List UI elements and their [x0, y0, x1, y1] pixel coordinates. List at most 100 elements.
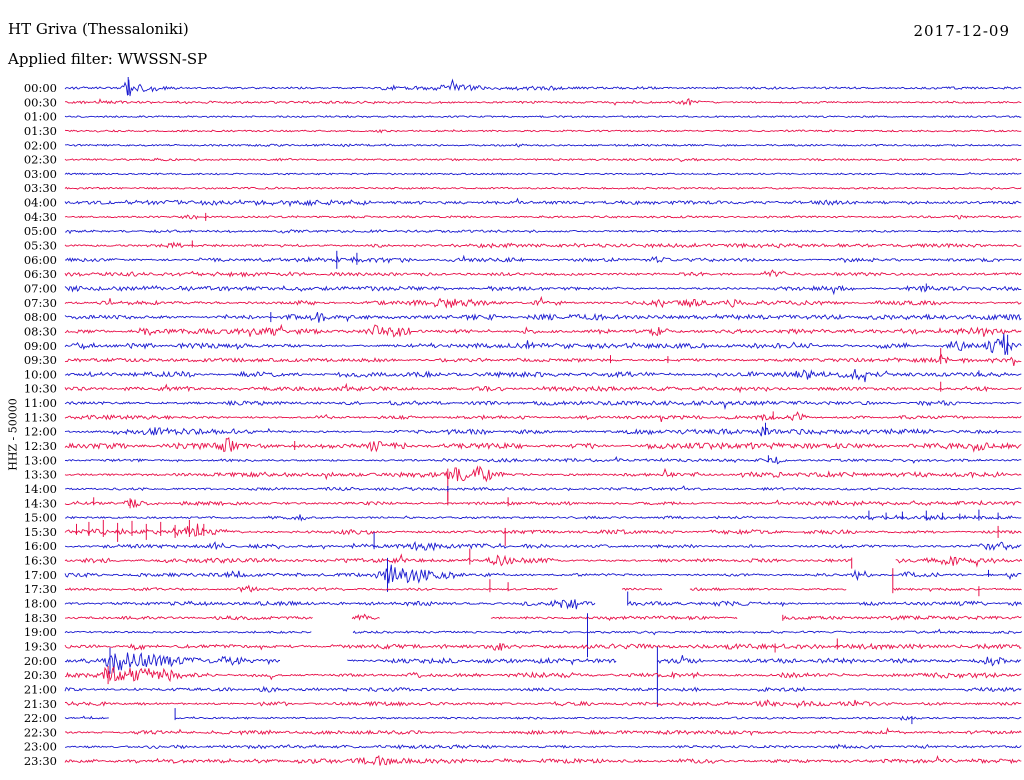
row-time-label: 16:30 — [24, 554, 57, 568]
seismogram-trace — [621, 587, 663, 591]
row-time-label: 05:00 — [24, 224, 57, 238]
row-time-label: 00:00 — [24, 81, 57, 95]
seismogram-trace — [64, 142, 1022, 148]
seismogram-trace — [64, 699, 1022, 709]
seismogram-trace — [64, 411, 1022, 423]
seismogram-trace — [64, 652, 281, 673]
seismogram-trace — [64, 666, 1022, 683]
row-time-label: 07:30 — [24, 296, 57, 310]
row-time-label: 22:00 — [24, 711, 57, 725]
seismogram-trace — [64, 727, 1022, 737]
seismogram-trace — [64, 323, 1022, 338]
row-time-label: 09:00 — [24, 339, 57, 353]
seismogram-trace — [174, 715, 1022, 721]
seismogram-trace — [64, 553, 852, 567]
row-time-label: 12:00 — [24, 425, 57, 439]
seismogram-trace — [490, 615, 738, 622]
row-time-label: 01:00 — [24, 110, 57, 124]
seismogram-trace — [627, 600, 1022, 608]
row-time-label: 09:30 — [24, 353, 57, 367]
seismogram-trace — [689, 587, 847, 592]
seismogram-trace — [347, 656, 617, 666]
row-time-label: 15:00 — [24, 511, 57, 525]
row-time-label: 03:30 — [24, 181, 57, 195]
seismogram-trace — [64, 630, 312, 634]
seismogram-trace — [64, 685, 1022, 693]
seismogram-trace — [351, 613, 380, 621]
row-time-label: 23:00 — [24, 740, 57, 754]
row-time-label: 19:30 — [24, 640, 57, 654]
seismogram-trace — [64, 426, 1022, 437]
seismogram-trace — [64, 584, 558, 593]
row-time-label: 23:30 — [24, 754, 57, 768]
row-time-label: 07:00 — [24, 282, 57, 296]
seismogram-trace — [64, 564, 1022, 584]
seismogram-trace — [64, 436, 1022, 453]
row-time-label: 02:00 — [24, 138, 57, 152]
seismogram-trace — [64, 465, 1022, 483]
seismogram-trace — [64, 400, 1022, 410]
row-time-label: 08:30 — [24, 324, 57, 338]
seismogram-trace — [64, 382, 1022, 394]
row-time-label: 15:30 — [24, 525, 57, 539]
seismogram-trace — [64, 485, 1022, 492]
row-time-label: 06:30 — [24, 267, 57, 281]
row-time-label: 14:30 — [24, 496, 57, 510]
seismogram-trace — [64, 523, 1022, 537]
seismogram-trace — [64, 456, 1022, 465]
seismogram-trace — [64, 743, 1022, 750]
row-time-label: 10:30 — [24, 382, 57, 396]
row-time-label: 17:30 — [24, 582, 57, 596]
row-time-label: 01:30 — [24, 124, 57, 138]
seismogram-trace — [657, 655, 1022, 667]
seismogram-trace — [64, 171, 1022, 176]
seismogram-trace — [64, 599, 596, 610]
seismogram-trace — [64, 97, 1022, 106]
row-time-label: 16:00 — [24, 539, 57, 553]
seismogram-trace — [64, 128, 1022, 134]
seismogram-trace — [64, 499, 1022, 509]
seismogram-trace — [64, 514, 1022, 522]
seismogram-trace — [64, 269, 1022, 278]
seismogram-trace — [64, 333, 1022, 356]
seismogram-trace — [895, 555, 1023, 568]
seismogram-trace — [64, 353, 1022, 366]
row-time-label: 05:30 — [24, 239, 57, 253]
row-time-label: 20:00 — [24, 654, 57, 668]
seismogram-trace — [64, 295, 1022, 309]
row-time-label: 18:00 — [24, 597, 57, 611]
row-time-label: 18:30 — [24, 611, 57, 625]
row-time-label: 13:00 — [24, 453, 57, 467]
row-time-label: 00:30 — [24, 95, 57, 109]
date-label: 2017-12-09 — [913, 22, 1010, 40]
seismogram-trace — [64, 615, 313, 621]
row-time-label: 10:00 — [24, 367, 57, 381]
seismogram-trace — [64, 214, 1022, 220]
row-time-label: 11:00 — [24, 396, 57, 410]
row-time-label: 19:00 — [24, 625, 57, 639]
row-time-label: 06:00 — [24, 253, 57, 267]
row-time-label: 02:30 — [24, 153, 57, 167]
station-title: HT Griva (Thessaloniki) — [8, 20, 189, 38]
seismogram-trace — [64, 284, 1022, 296]
filter-label: Applied filter: WWSSN-SP — [8, 50, 208, 68]
seismogram-trace — [64, 254, 1022, 264]
row-time-label: 21:30 — [24, 697, 57, 711]
seismogram-trace — [64, 541, 1022, 552]
row-time-label: 04:30 — [24, 210, 57, 224]
seismogram-trace — [64, 157, 1022, 163]
seismogram-trace — [64, 78, 1022, 97]
seismogram-trace — [64, 642, 1022, 651]
row-time-label: 14:00 — [24, 482, 57, 496]
seismogram-trace — [782, 615, 1022, 621]
row-time-label: 11:30 — [24, 410, 57, 424]
seismogram-trace — [64, 754, 1022, 766]
seismogram-trace — [352, 628, 1023, 636]
row-time-label: 03:00 — [24, 167, 57, 181]
seismogram-trace — [64, 241, 1022, 249]
row-time-label: 21:00 — [24, 682, 57, 696]
seismogram-trace — [64, 229, 1022, 235]
seismogram-trace — [64, 114, 1022, 119]
seismogram-trace — [64, 368, 1022, 383]
